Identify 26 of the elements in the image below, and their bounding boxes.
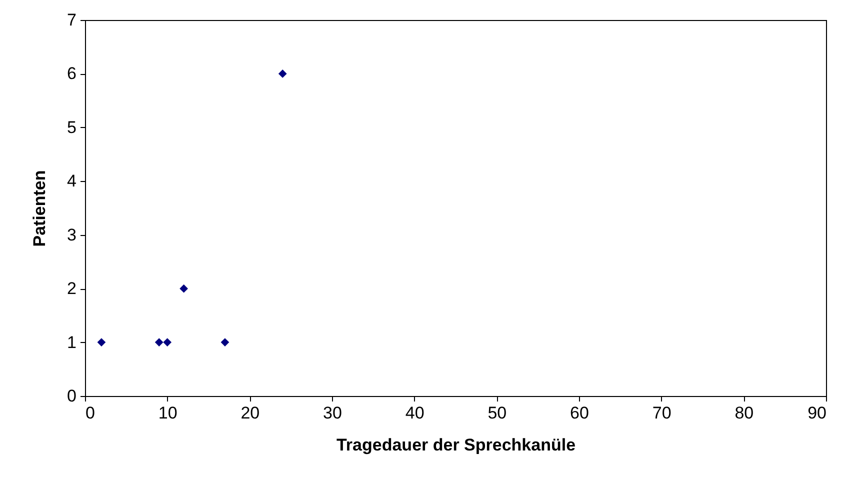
y-tick-label: 4 [67,172,76,191]
x-tick-label: 40 [405,404,424,422]
y-tick-label: 1 [67,332,76,352]
point [154,338,164,346]
point [180,284,188,293]
x-tick-label: 70 [652,404,672,422]
y-tick-label: 3 [67,225,76,244]
x-axis-title: Tragedauer der Sprechkanüle [336,436,576,454]
point [278,70,287,78]
x-tick-label: 30 [323,404,342,422]
x-tick-label: 90 [808,404,826,422]
y-tick-label: 5 [67,118,76,137]
x-tick-label: 10 [158,404,178,422]
point [97,338,106,346]
y-axis-title: Patienten [30,170,50,247]
x-tick-label: 80 [734,404,754,422]
y-tick-label: 7 [67,10,76,30]
x-tick-label: 20 [240,404,260,422]
x-tick-label: 60 [570,404,589,422]
x-tick-label: 0 [86,404,95,422]
x-tick-label: 50 [488,404,507,422]
y-tick-label: 6 [67,64,76,84]
point [220,338,230,346]
y-tick-label: 2 [67,279,76,298]
point [163,338,172,346]
y-tick-label: 0 [67,386,76,406]
